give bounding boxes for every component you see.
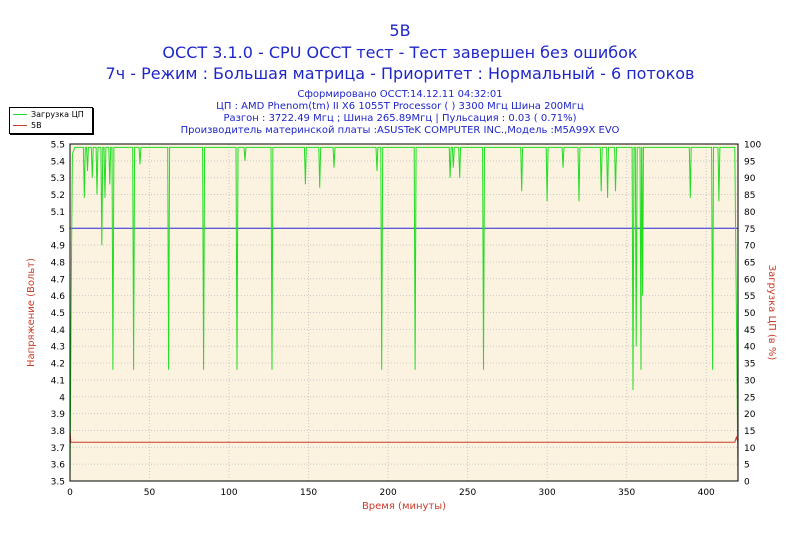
info-motherboard: Производитель материнской платы :ASUSTeK… [180,125,620,136]
y-tick-label-right: 5 [744,461,750,471]
y-tick-label-left: 3.9 [51,410,66,420]
x-tick-label: 300 [539,488,556,498]
plot-frame [69,143,739,482]
y-tick-label-left: 5.3 [51,174,65,184]
series-line-cpu-load [69,146,739,482]
y-tick-label-right: 30 [744,376,756,386]
info-cpu: ЦП : AMD Phenom(tm) II X6 1055T Processo… [216,101,584,112]
y-tick-label-right: 40 [744,343,756,353]
y-axis-title-right: Загрузка ЦП (в %) [766,265,777,361]
x-axis-title: Время (минуты) [362,501,446,512]
y-tick-label-right: 55 [744,292,755,302]
info-overclock: Разгон : 3722.49 Мгц ; Шина 265.89Мгц | … [223,113,577,124]
y-tick-label-right: 65 [744,258,755,268]
y-tick-label-right: 90 [744,174,756,184]
y-tick-label-right: 60 [744,275,756,285]
x-tick-label: 400 [698,488,715,498]
y-tick-label-left: 3.6 [51,461,66,471]
y-tick-label-right: 85 [744,191,755,201]
y-tick-label-right: 35 [744,360,755,370]
legend-item-load: Загрузка ЦП [13,109,84,120]
chart-title: 5В [389,21,411,40]
x-tick-label: 0 [67,488,73,498]
y-tick-label-left: 4.7 [51,275,65,285]
y-tick-label-left: 4.6 [51,292,66,302]
y-tick-label-left: 4.5 [51,309,65,319]
x-tick-label: 200 [380,488,397,498]
x-tick-label: 350 [618,488,635,498]
series-line-voltage [69,430,739,443]
y-tick-label-right: 80 [744,208,756,218]
legend-item-voltage: 5В [13,120,42,131]
y-tick-label-right: 20 [744,410,756,420]
chart-subtitle-test: OCCT 3.1.0 - CPU OCCT тест - Тест заверш… [162,43,638,62]
y-tick-label-right: 75 [744,225,755,235]
y-tick-label-left: 4.4 [51,326,66,336]
y-tick-label-left: 5.2 [51,191,65,201]
y-tick-label-left: 4.1 [51,376,65,386]
y-tick-label-right: 70 [744,242,756,252]
chart-subtitle-mode: 7ч - Режим : Большая матрица - Приоритет… [105,64,695,83]
y-tick-label-right: 95 [744,157,755,167]
y-tick-label-right: 45 [744,326,755,336]
x-tick-label: 250 [459,488,476,498]
y-tick-label-left: 3.7 [51,444,65,454]
legend-swatch-voltage [13,125,27,126]
y-tick-label-left: 5.5 [51,141,65,151]
y-tick-label-right: 25 [744,393,755,403]
y-tick-label-right: 50 [744,309,756,319]
y-tick-label-right: 15 [744,427,755,437]
y-axis-title-left: Напряжение (Вольт) [26,258,37,367]
chart-legend: Загрузка ЦП 5В [9,107,93,134]
y-tick-label-left: 3.8 [51,427,66,437]
y-tick-label-right: 10 [744,444,756,454]
y-tick-label-left: 5.4 [51,157,66,167]
y-tick-label-left: 4.2 [51,360,65,370]
y-tick-label-left: 5 [59,225,65,235]
x-tick-label: 50 [144,488,156,498]
y-tick-label-right: 100 [744,141,761,151]
legend-label-load: Загрузка ЦП [31,110,84,119]
x-tick-label: 100 [220,488,237,498]
legend-label-voltage: 5В [31,121,42,130]
info-generated: Сформировано OCCT:14.12.11 04:32:01 [297,89,503,100]
y-tick-label-left: 4.9 [51,242,66,252]
y-tick-label-left: 5.1 [51,208,65,218]
legend-swatch-load [13,114,27,115]
y-tick-label-left: 3.5 [51,478,65,488]
x-tick-label: 150 [300,488,317,498]
y-tick-label-left: 4.8 [51,258,66,268]
y-tick-label-left: 4.3 [51,343,65,353]
y-tick-label-left: 4 [59,393,65,403]
y-tick-label-right: 0 [744,478,750,488]
